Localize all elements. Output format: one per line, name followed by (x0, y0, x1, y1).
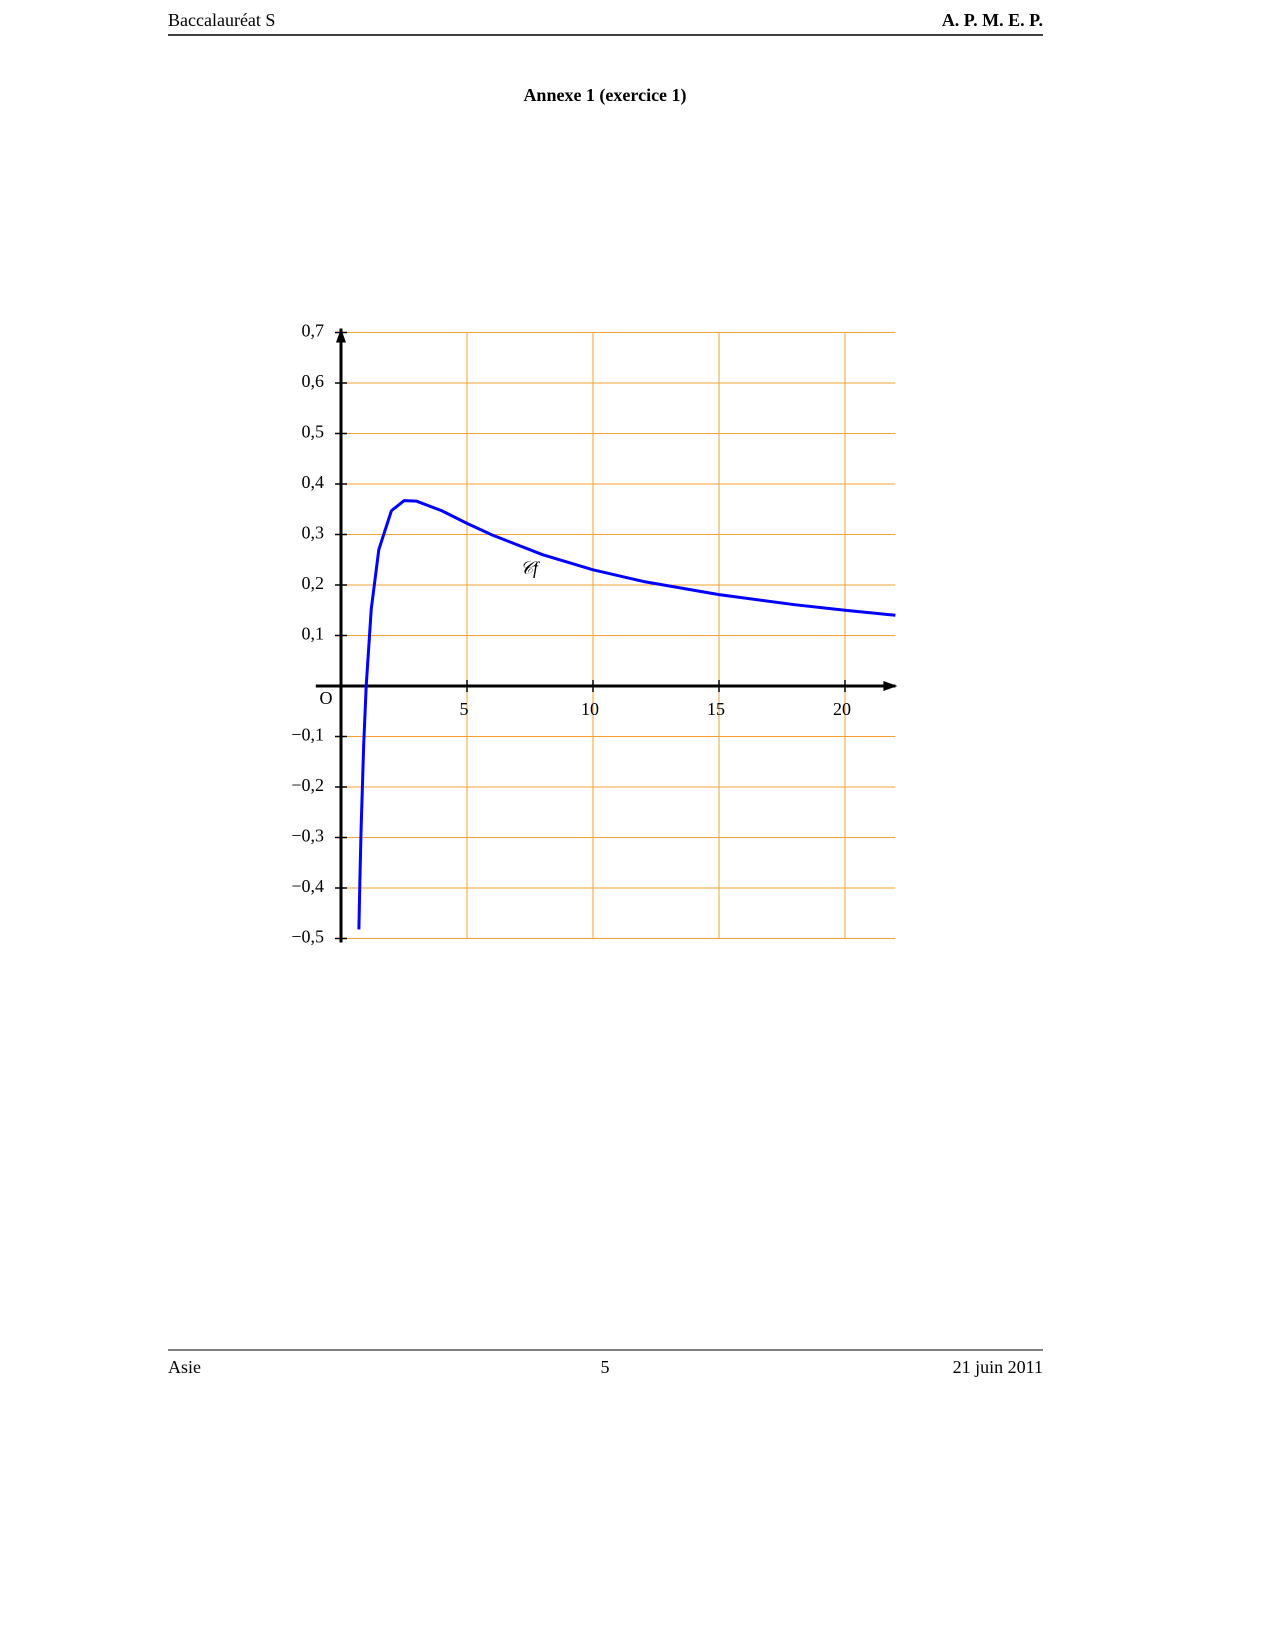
footer-center: 5 (601, 1357, 610, 1377)
y-tick-label: −0,2 (291, 775, 324, 795)
y-tick-label: 0,2 (302, 573, 325, 593)
header-left: Baccalauréat S (168, 10, 275, 30)
y-tick-label: 0,5 (302, 422, 325, 442)
footer-left: Asie (168, 1357, 201, 1377)
x-tick-label: 15 (707, 699, 725, 719)
y-tick-label: 0,3 (302, 523, 325, 543)
x-tick-label: 5 (460, 699, 469, 719)
curve-label: 𝒞f (520, 558, 541, 578)
y-tick-label: −0,4 (291, 876, 324, 896)
footer-right: 21 juin 2011 (953, 1357, 1043, 1377)
header-right: A. P. M. E. P. (942, 10, 1043, 30)
y-tick-label: −0,5 (291, 927, 324, 947)
y-tick-label: 0,6 (302, 371, 325, 391)
x-tick-label: 20 (833, 699, 851, 719)
y-tick-label: 0,7 (302, 321, 325, 341)
x-axis-arrow (883, 681, 898, 691)
y-tick-label: −0,1 (291, 725, 324, 745)
y-tick-label: 0,4 (302, 472, 325, 492)
page-title: Annexe 1 (exercice 1) (523, 85, 686, 106)
y-tick-label: −0,3 (291, 826, 324, 846)
x-tick-label: 10 (581, 699, 599, 719)
y-axis-arrow (336, 328, 346, 343)
origin-label: O (320, 688, 333, 708)
chart: 0,7 0,6 0,5 0,4 0,3 0,2 0,1 −0,1 −0,2 −0,3 −0,4 −0,… (291, 321, 898, 947)
curve (357, 499, 896, 930)
y-tick-label: 0,1 (302, 624, 325, 644)
